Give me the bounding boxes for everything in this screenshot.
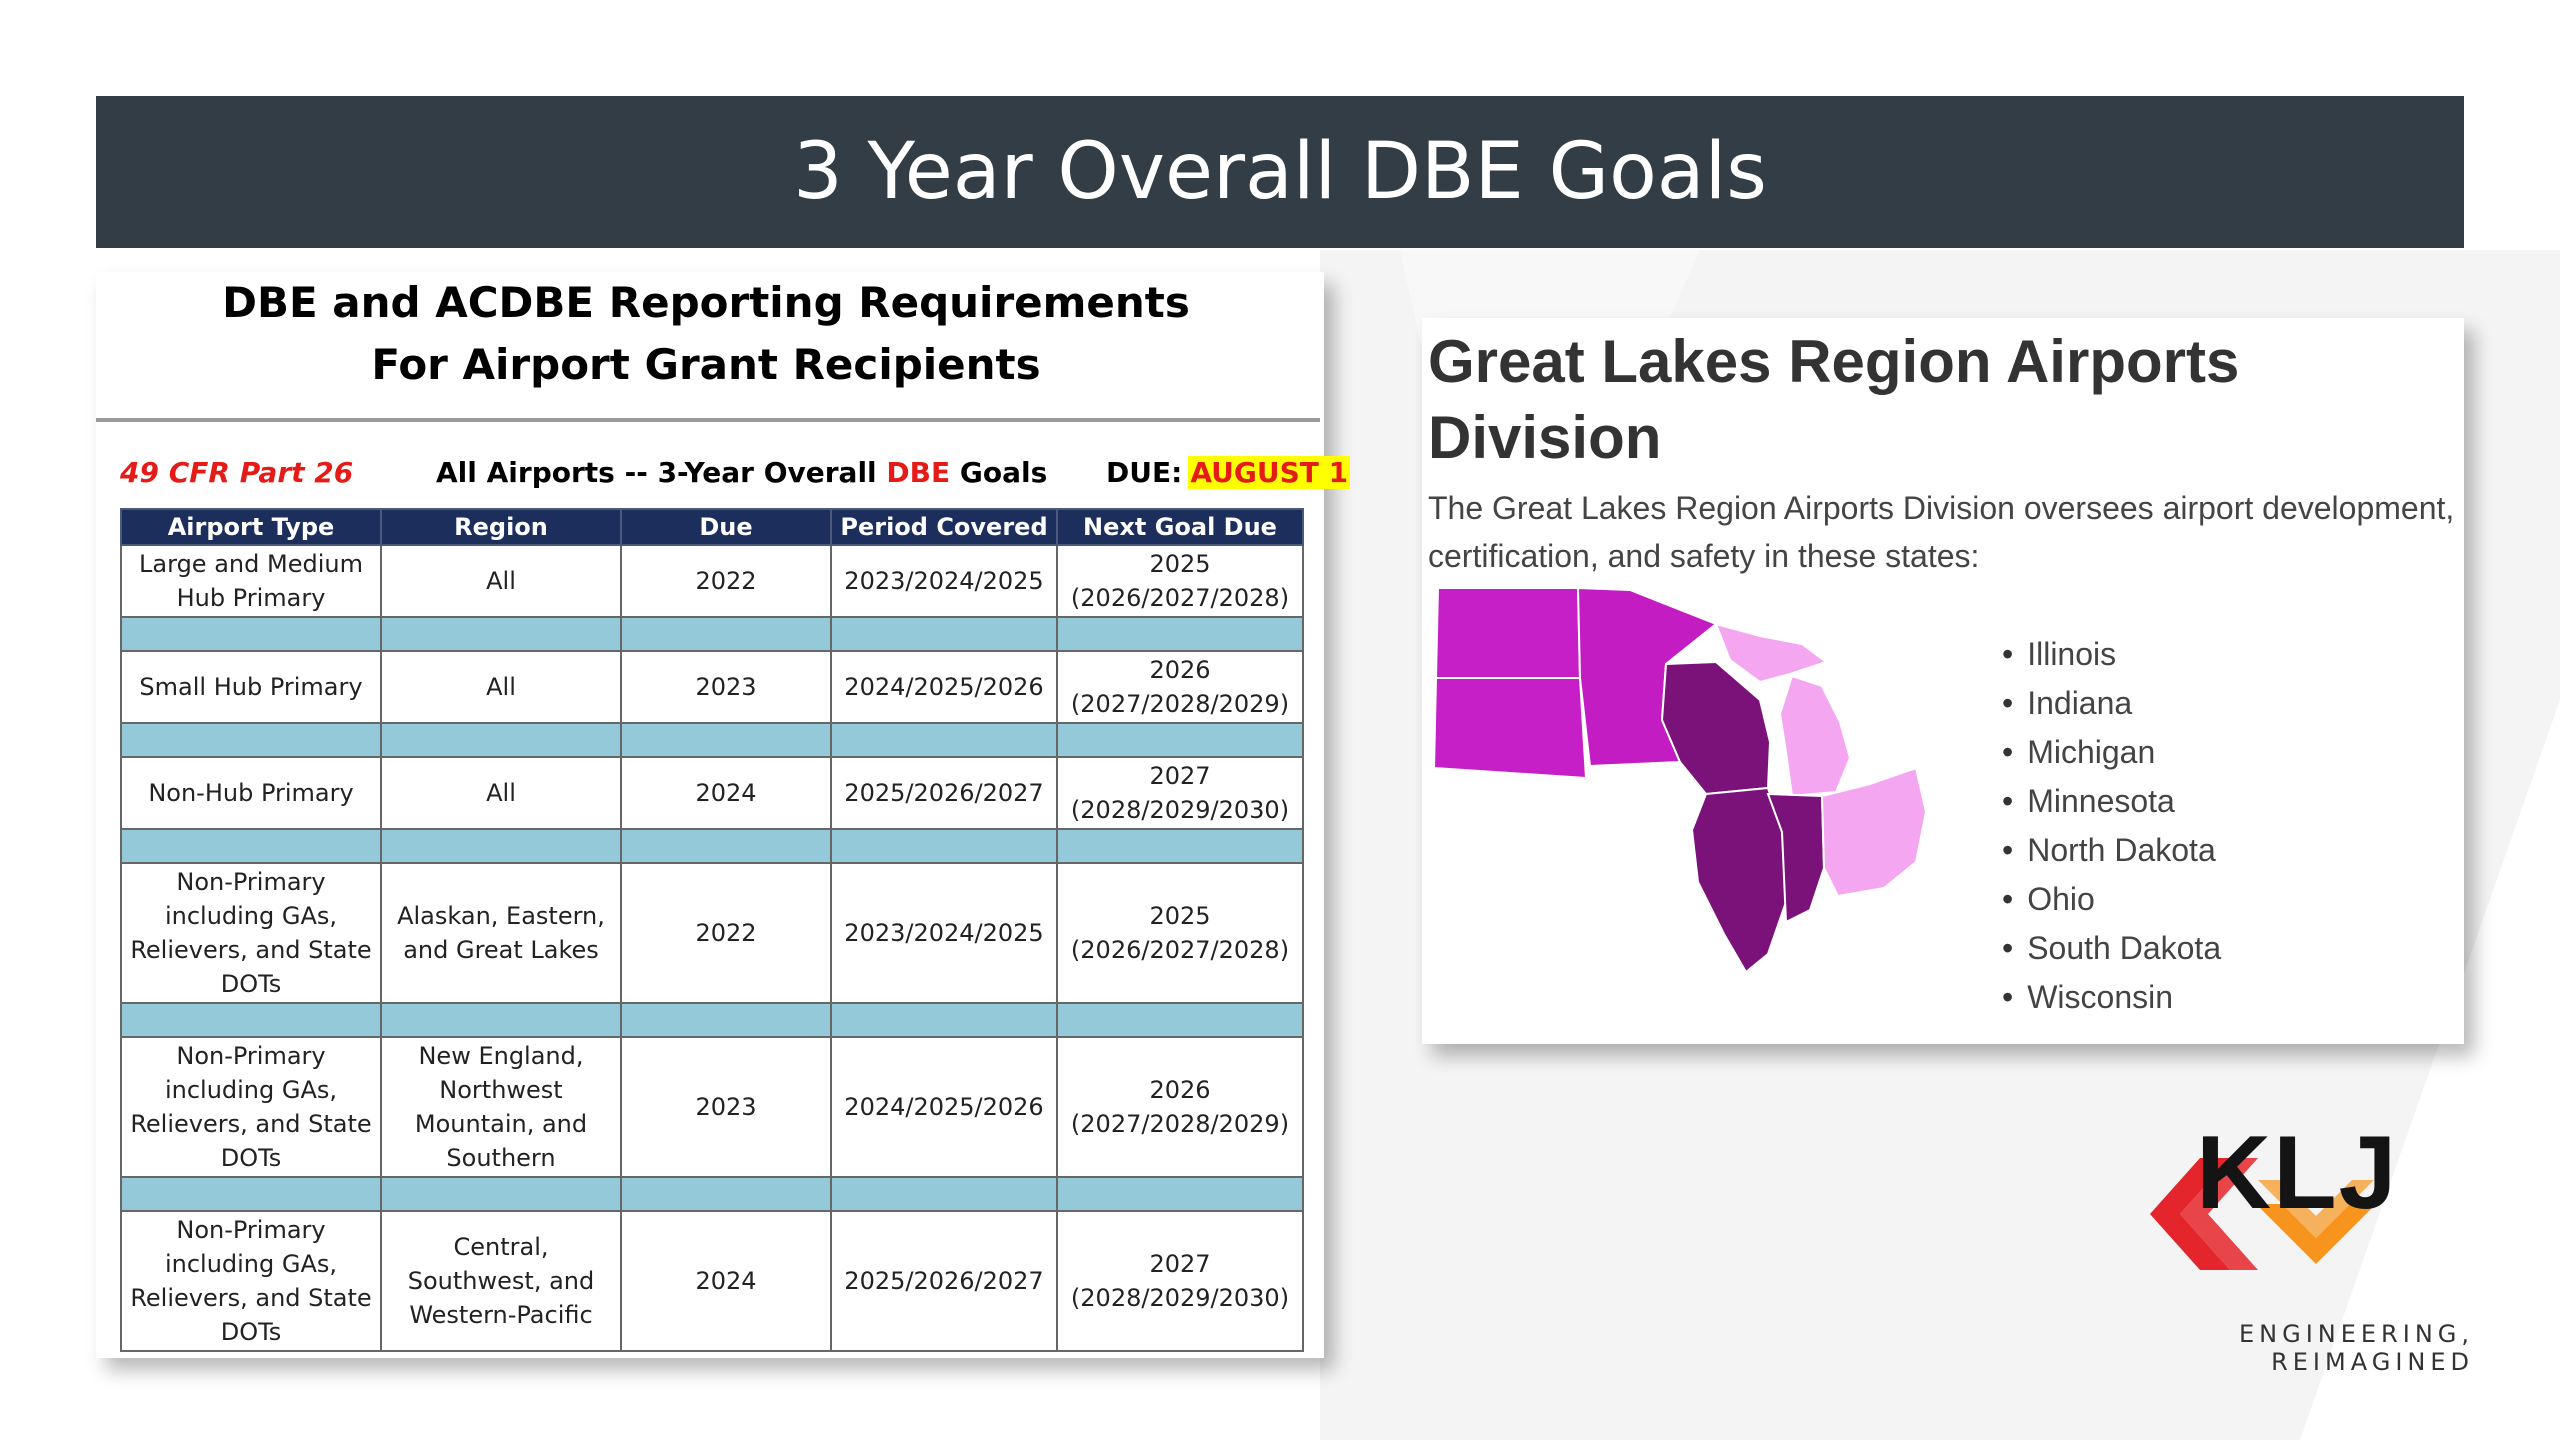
cell-period: 2023/2024/2025 bbox=[830, 544, 1058, 618]
heading-divider bbox=[96, 418, 1320, 422]
table-row: Large and Medium Hub Primary All 2022 20… bbox=[120, 544, 1304, 618]
cell-period: 2023/2024/2025 bbox=[830, 862, 1058, 1004]
column-header: Next Goal Due bbox=[1056, 508, 1304, 546]
column-header: Period Covered bbox=[830, 508, 1058, 546]
klj-logo-text: KLJ bbox=[2196, 1115, 2399, 1231]
cell-period: 2024/2025/2026 bbox=[830, 650, 1058, 724]
cell-region: Alaskan, Eastern, and Great Lakes bbox=[380, 862, 622, 1004]
list-item: South Dakota bbox=[2002, 924, 2221, 973]
cell-next-goal: 2027 (2028/2029/2030) bbox=[1056, 756, 1304, 830]
table-row: Non-Primary including GAs, Relievers, an… bbox=[120, 1210, 1304, 1352]
list-item: Wisconsin bbox=[2002, 973, 2221, 1022]
cell-airport-type: Non-Primary including GAs, Relievers, an… bbox=[120, 1210, 382, 1352]
map-ohio bbox=[1820, 766, 1928, 898]
spacer-row bbox=[120, 1002, 1304, 1038]
table-row: Small Hub Primary All 2023 2024/2025/202… bbox=[120, 650, 1304, 724]
cell-next-goal: 2026 (2027/2028/2029) bbox=[1056, 650, 1304, 724]
map-illinois bbox=[1690, 786, 1788, 974]
list-item: North Dakota bbox=[2002, 826, 2221, 875]
list-item: Ohio bbox=[2002, 875, 2221, 924]
requirements-heading: DBE and ACDBE Reporting Requirements For… bbox=[96, 272, 1316, 422]
heading-line-2: For Airport Grant Recipients bbox=[371, 340, 1041, 389]
spacer-row bbox=[120, 1176, 1304, 1212]
cell-region: New England, Northwest Mountain, and Sou… bbox=[380, 1036, 622, 1178]
cell-period: 2024/2025/2026 bbox=[830, 1036, 1058, 1178]
list-item: Illinois bbox=[2002, 630, 2221, 679]
cell-due: 2022 bbox=[620, 544, 832, 618]
cell-region: All bbox=[380, 756, 622, 830]
cell-due: 2023 bbox=[620, 1036, 832, 1178]
cell-next-goal: 2025 (2026/2027/2028) bbox=[1056, 544, 1304, 618]
map-wisconsin bbox=[1660, 660, 1772, 796]
due-label: DUE: AUGUST 1 bbox=[1106, 456, 1351, 489]
due-date: AUGUST 1 bbox=[1188, 456, 1351, 489]
map-michigan-upper bbox=[1714, 622, 1829, 684]
logo-tagline: ENGINEERING, REIMAGINED bbox=[2238, 1320, 2474, 1376]
table-row: Non-Primary including GAs, Relievers, an… bbox=[120, 862, 1304, 1004]
requirements-card: DBE and ACDBE Reporting Requirements For… bbox=[96, 272, 1351, 1358]
cell-airport-type: Small Hub Primary bbox=[120, 650, 382, 724]
cell-region: Central, Southwest, and Western-Pacific bbox=[380, 1210, 622, 1352]
cell-next-goal: 2026 (2027/2028/2029) bbox=[1056, 1036, 1304, 1178]
meta-row: 49 CFR Part 26 All Airports -- 3-Year Ov… bbox=[120, 456, 1400, 496]
column-header: Region bbox=[380, 508, 622, 546]
cell-airport-type: Non-Hub Primary bbox=[120, 756, 382, 830]
cell-airport-type: Large and Medium Hub Primary bbox=[120, 544, 382, 618]
list-item: Minnesota bbox=[2002, 777, 2221, 826]
map-north-dakota bbox=[1434, 587, 1582, 679]
list-item: Indiana bbox=[2002, 679, 2221, 728]
cell-next-goal: 2025 (2026/2027/2028) bbox=[1056, 862, 1304, 1004]
table-row: Non-Primary including GAs, Relievers, an… bbox=[120, 1036, 1304, 1178]
cell-due: 2023 bbox=[620, 650, 832, 724]
cell-region: All bbox=[380, 650, 622, 724]
cfr-reference: 49 CFR Part 26 bbox=[120, 456, 354, 489]
column-header: Airport Type bbox=[120, 508, 382, 546]
states-list: Illinois Indiana Michigan Minnesota Nort… bbox=[2002, 630, 2221, 1022]
great-lakes-map bbox=[1432, 586, 1928, 974]
cell-airport-type: Non-Primary including GAs, Relievers, an… bbox=[120, 862, 382, 1004]
great-lakes-title: Great Lakes Region Airports Division bbox=[1428, 328, 2240, 471]
cell-due: 2024 bbox=[620, 756, 832, 830]
great-lakes-description: The Great Lakes Region Airports Division… bbox=[1428, 490, 2455, 574]
cell-due: 2022 bbox=[620, 862, 832, 1004]
cell-region: All bbox=[380, 544, 622, 618]
cell-period: 2025/2026/2027 bbox=[830, 756, 1058, 830]
list-item: Michigan bbox=[2002, 728, 2221, 777]
requirements-table: Airport Type Region Due Period Covered N… bbox=[120, 508, 1304, 1352]
cell-due: 2024 bbox=[620, 1210, 832, 1352]
table-row: Non-Hub Primary All 2024 2025/2026/2027 … bbox=[120, 756, 1304, 830]
spacer-row bbox=[120, 828, 1304, 864]
column-header: Due bbox=[620, 508, 832, 546]
cell-next-goal: 2027 (2028/2029/2030) bbox=[1056, 1210, 1304, 1352]
cell-period: 2025/2026/2027 bbox=[830, 1210, 1058, 1352]
map-south-dakota bbox=[1432, 677, 1588, 780]
table-header-row: Airport Type Region Due Period Covered N… bbox=[120, 508, 1304, 546]
klj-chevron-logo-icon bbox=[2150, 1158, 2376, 1270]
cell-airport-type: Non-Primary including GAs, Relievers, an… bbox=[120, 1036, 382, 1178]
spacer-row bbox=[120, 616, 1304, 652]
map-michigan-lower bbox=[1778, 674, 1852, 798]
table-subtitle: All Airports -- 3-Year Overall DBE Goals bbox=[436, 456, 1048, 489]
spacer-row bbox=[120, 722, 1304, 758]
heading-line-1: DBE and ACDBE Reporting Requirements bbox=[222, 278, 1190, 327]
slide-title: 3 Year Overall DBE Goals bbox=[96, 96, 2464, 248]
great-lakes-card: Great Lakes Region Airports Division The… bbox=[1422, 318, 2464, 1044]
